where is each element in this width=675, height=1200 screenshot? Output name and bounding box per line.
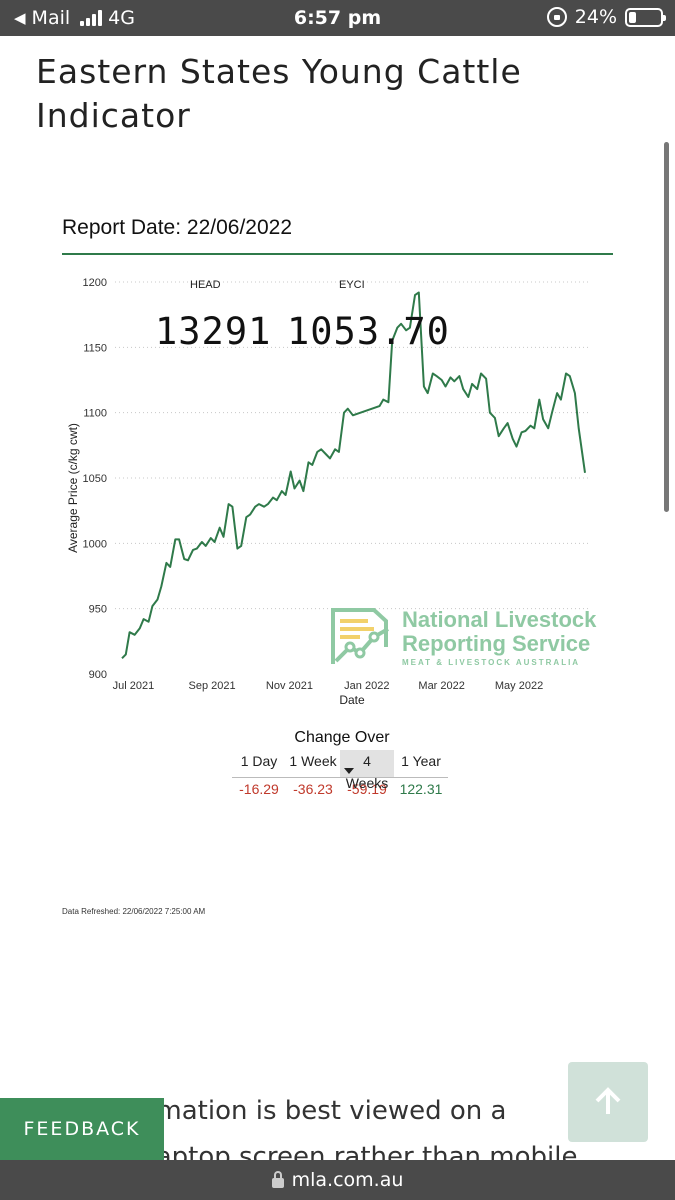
value-1-week: -36.23 <box>293 781 333 797</box>
status-right: 24% <box>546 6 666 28</box>
eyci-value: 1053.70 <box>287 310 450 353</box>
logo-line1: National Livestock <box>402 607 597 632</box>
change-over-header: 1 Day 1 Week 4 Weeks 1 Year <box>232 750 448 791</box>
feedback-button[interactable]: FEEDBACK <box>0 1098 164 1160</box>
value-4-weeks: -59.19 <box>340 778 394 806</box>
value-1-year: 122.31 <box>399 781 443 797</box>
battery-percent: 24% <box>574 6 617 28</box>
logo-line3: MEAT & LIVESTOCK AUSTRALIA <box>402 658 581 667</box>
sort-descending-icon <box>344 768 354 774</box>
column-1-day[interactable]: 1 Day <box>232 750 286 778</box>
back-to-top-button[interactable] <box>568 1062 648 1142</box>
report-date: Report Date: 22/06/2022 <box>62 216 292 239</box>
column-1-week[interactable]: 1 Week <box>286 750 340 778</box>
status-left: ◀ Mail 4G <box>14 7 135 29</box>
y-tick-label: 1050 <box>83 473 107 485</box>
signal-icon <box>80 10 103 26</box>
change-over-table: 1 Day 1 Week 4 Weeks 1 Year -16.29 -36.2… <box>232 750 448 806</box>
y-tick-label: 1150 <box>83 342 107 354</box>
nlrs-logo-icon <box>331 608 389 664</box>
status-bar: ◀ Mail 4G 6:57 pm 24% <box>0 0 675 36</box>
logo-line2: Reporting Service <box>402 631 591 656</box>
scrollbar[interactable] <box>664 142 669 512</box>
back-arrow-icon[interactable]: ◀ <box>14 9 26 27</box>
y-tick-label: 950 <box>89 604 107 616</box>
x-tick-label: Jan 2022 <box>344 680 389 692</box>
arrow-up-icon <box>595 1087 621 1114</box>
browser-url-bar[interactable]: mla.com.au <box>0 1160 675 1200</box>
x-tick-label: Sep 2021 <box>189 680 236 692</box>
column-1-year[interactable]: 1 Year <box>394 750 448 778</box>
data-refreshed: Data Refreshed: 22/06/2022 7:25:00 AM <box>62 907 206 916</box>
y-tick-label: 1200 <box>83 277 107 289</box>
x-tick-label: Jul 2021 <box>113 680 155 692</box>
y-tick-label: 1000 <box>83 538 107 550</box>
x-axis-label: Date <box>339 693 365 707</box>
battery-icon <box>625 7 666 27</box>
y-axis-label: Average Price (c/kg cwt) <box>66 423 80 553</box>
back-to-app-label[interactable]: Mail <box>31 7 71 29</box>
padlock-icon <box>271 1170 284 1188</box>
url-text[interactable]: mla.com.au <box>291 1169 404 1191</box>
eyci-label: EYCI <box>339 279 365 291</box>
column-4-weeks[interactable]: 4 Weeks <box>340 750 394 791</box>
chart-svg: 900 950 1000 1050 1100 1150 1200 Jul 2021 Sep 20… <box>66 277 590 707</box>
orientation-lock-icon <box>546 7 567 27</box>
y-tick-label: 1100 <box>83 408 107 420</box>
price-chart: 900 950 1000 1050 1100 1150 1200 Jul 2021 Sep 20… <box>60 262 620 712</box>
network-type: 4G <box>108 7 135 29</box>
x-tick-label: Nov 2021 <box>266 680 313 692</box>
y-tick-label: 900 <box>89 669 107 681</box>
value-1-day: -16.29 <box>239 781 279 797</box>
clock: 6:57 pm <box>293 7 382 29</box>
head-value: 13291 <box>155 310 272 353</box>
x-tick-label: Mar 2022 <box>418 680 464 692</box>
divider <box>62 253 613 255</box>
page-title: Eastern States Young Cattle Indicator <box>36 52 522 135</box>
head-label: HEAD <box>190 279 221 291</box>
nlrs-logo: National Livestock Reporting Service MEA… <box>330 607 615 669</box>
change-over-values: -16.29 -36.23 -59.19 122.31 <box>232 778 448 806</box>
change-over-title: Change Over <box>294 729 390 746</box>
eyci-series-line <box>121 291 586 659</box>
x-tick-label: May 2022 <box>495 680 543 692</box>
